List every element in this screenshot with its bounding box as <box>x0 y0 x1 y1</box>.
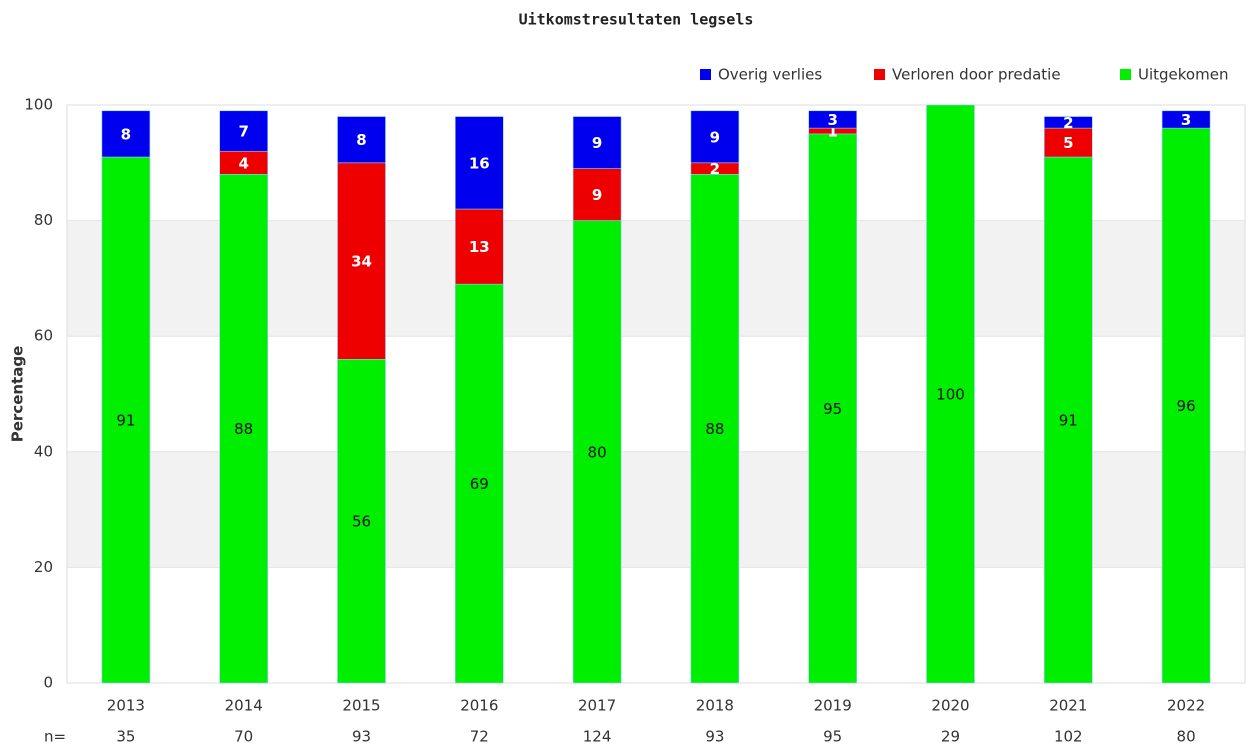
bar-segment <box>337 116 386 164</box>
x-tick-label: 2015 <box>342 697 380 715</box>
data-label: 13 <box>469 238 490 256</box>
bar-segment <box>572 116 622 169</box>
bar-segment <box>337 359 386 684</box>
data-label: 69 <box>470 475 489 493</box>
data-label: 9 <box>592 134 602 152</box>
data-label: 2 <box>1063 114 1073 132</box>
data-label: 1 <box>827 123 837 141</box>
chart-title: Uitkomstresultaten legsels <box>519 11 754 29</box>
x-tick-label: 2021 <box>1049 697 1087 715</box>
bar-segment <box>690 174 740 684</box>
data-label: 16 <box>469 154 490 172</box>
data-label: 80 <box>588 443 607 461</box>
data-label: 91 <box>116 412 135 430</box>
data-label: 7 <box>238 123 248 141</box>
y-axis-label: Percentage <box>9 346 27 443</box>
data-label: 96 <box>1177 397 1196 415</box>
bar-segment <box>808 110 858 129</box>
bar-segment <box>219 174 268 684</box>
data-label: 34 <box>351 253 372 271</box>
n-value: 80 <box>1177 728 1196 744</box>
y-tick-label: 80 <box>34 211 53 229</box>
data-label: 88 <box>234 420 253 438</box>
data-label: 3 <box>1181 111 1191 129</box>
legend-swatch <box>874 69 885 80</box>
n-value: 93 <box>705 728 724 744</box>
y-tick-label: 20 <box>34 558 53 576</box>
data-label: 8 <box>356 131 366 149</box>
bar-segment <box>101 110 151 158</box>
x-tick-label: 2017 <box>578 697 616 715</box>
data-label: 100 <box>936 386 965 404</box>
data-label: 3 <box>827 111 837 129</box>
x-tick-label: 2018 <box>696 697 734 715</box>
bar-segment <box>219 110 268 152</box>
data-label: 56 <box>352 513 371 531</box>
bar-segment <box>1161 127 1211 684</box>
bar-segment <box>454 116 504 210</box>
bar-segment <box>1044 156 1093 684</box>
data-label: 9 <box>710 128 720 146</box>
plot-frame <box>66 104 1246 684</box>
x-tick-label: 2019 <box>814 697 852 715</box>
n-value: 70 <box>234 728 253 744</box>
data-label: 2 <box>710 160 720 178</box>
x-tick-label: 2013 <box>107 697 145 715</box>
bar-segment <box>1044 116 1093 129</box>
bar-segment <box>1161 110 1211 129</box>
y-tick-label: 0 <box>43 674 53 692</box>
n-value: 93 <box>352 728 371 744</box>
bar-segment <box>101 156 151 684</box>
data-label: 95 <box>823 400 842 418</box>
y-tick-label: 100 <box>24 96 53 114</box>
data-label: 9 <box>592 186 602 204</box>
y-tick-label: 40 <box>34 442 53 460</box>
x-tick-label: 2020 <box>931 697 969 715</box>
n-value: 72 <box>470 728 489 744</box>
x-tick-label: 2016 <box>460 697 498 715</box>
bar-segment <box>926 104 975 684</box>
data-label: 5 <box>1063 134 1073 152</box>
data-label: 88 <box>705 420 724 438</box>
x-tick-label: 2014 <box>225 697 263 715</box>
data-label: 91 <box>1059 412 1078 430</box>
bar-segment <box>690 110 740 164</box>
legend-swatch <box>700 69 711 80</box>
legend-label: Verloren door predatie <box>892 66 1061 84</box>
n-value: 29 <box>941 728 960 744</box>
legend-label: Overig verlies <box>718 66 822 84</box>
bar-segment <box>808 133 858 684</box>
y-tick-label: 60 <box>34 327 53 345</box>
x-tick-label: 2022 <box>1167 697 1205 715</box>
data-label: 4 <box>238 154 248 172</box>
n-value: 35 <box>116 728 135 744</box>
bar-segment <box>572 168 622 221</box>
bar-segment <box>1044 127 1093 158</box>
bar-segment <box>572 220 622 684</box>
legend-label: Uitgekomen <box>1138 66 1228 84</box>
data-label: 8 <box>121 125 131 143</box>
n-value: 95 <box>823 728 842 744</box>
legend-swatch <box>1120 69 1131 80</box>
bar-segment <box>337 162 386 360</box>
n-value: 102 <box>1054 728 1083 744</box>
n-label: n= <box>44 728 66 744</box>
bar-segment <box>454 208 504 285</box>
n-value: 124 <box>583 728 612 744</box>
